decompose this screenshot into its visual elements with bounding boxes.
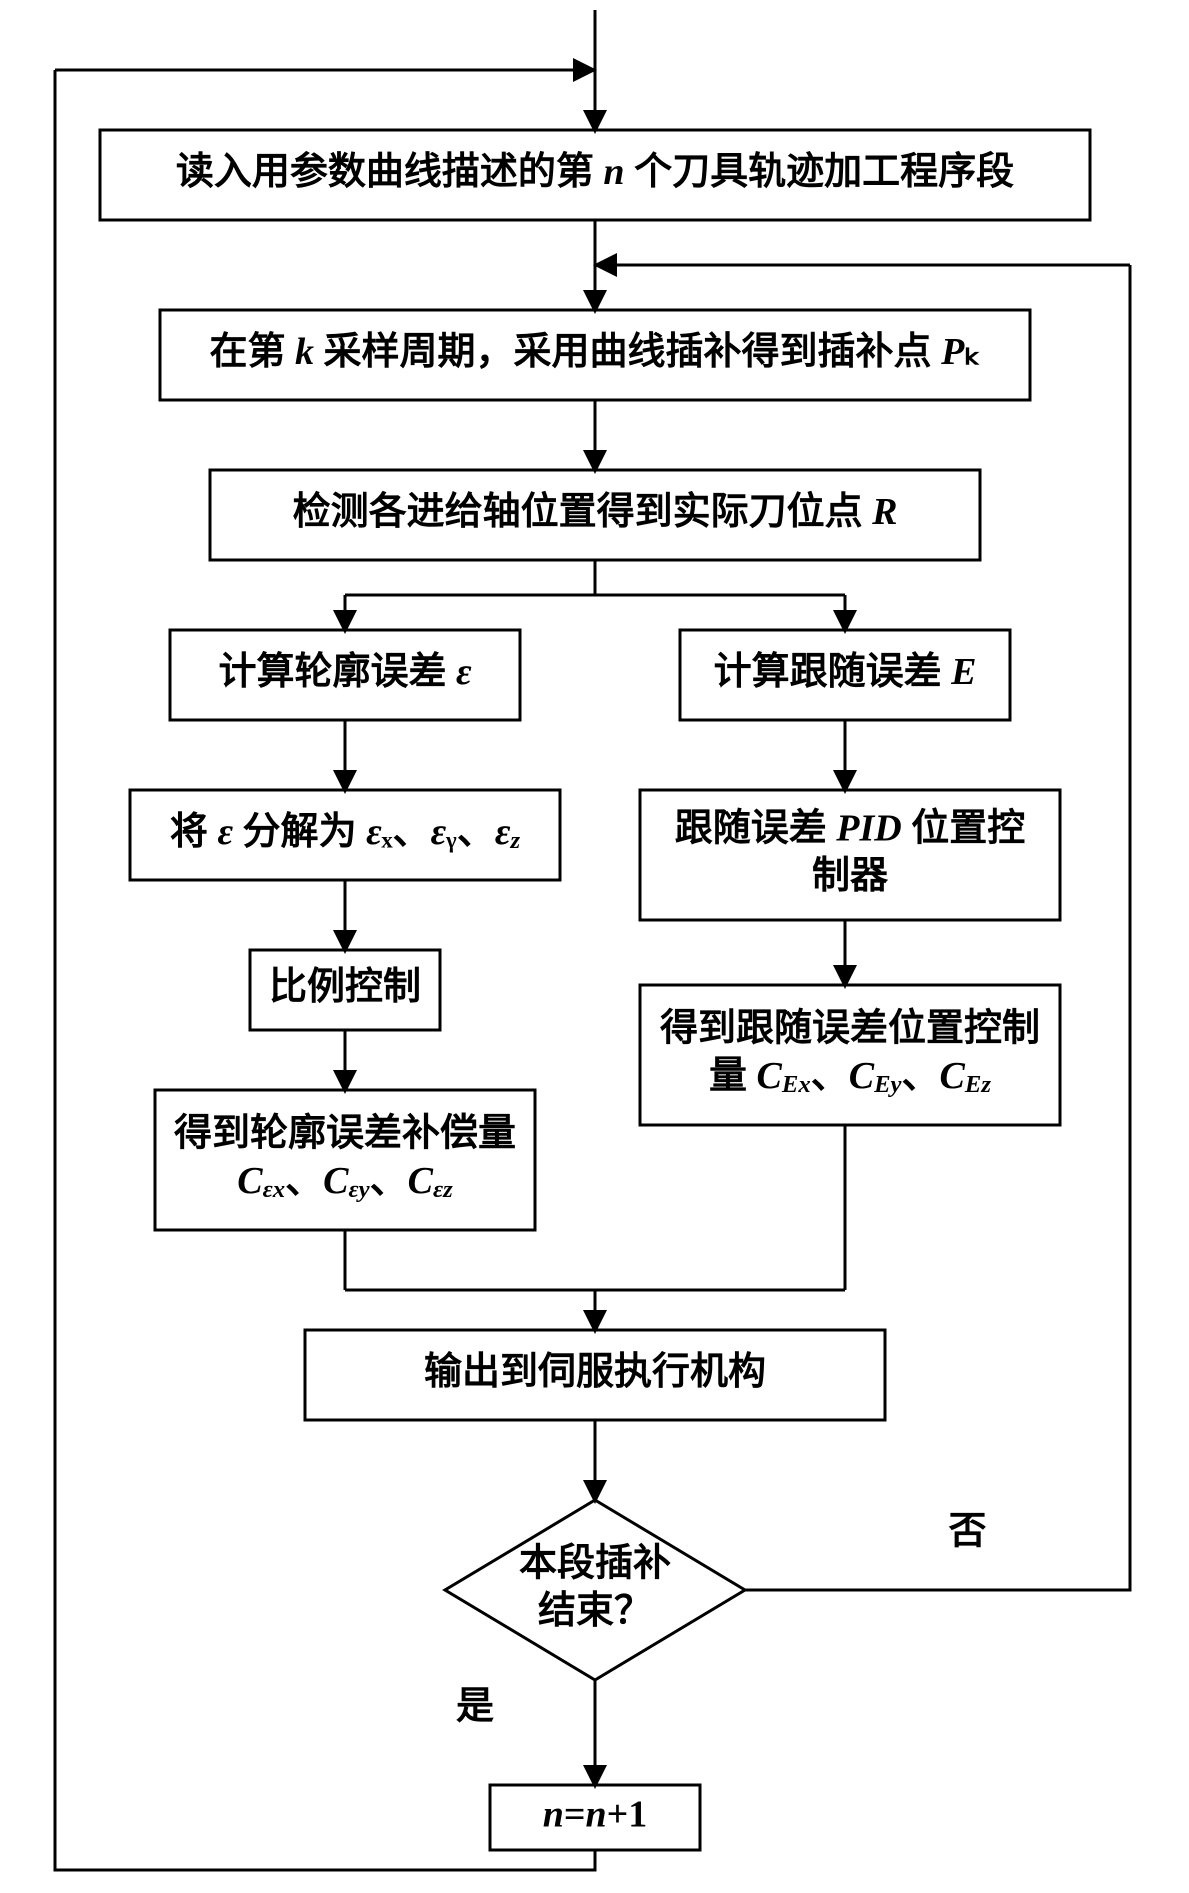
label-no: 否 [948, 1511, 986, 1553]
node-label: 量 CEx、CEy、CEz [709, 1054, 991, 1097]
node-label: 输出到伺服执行机构 [424, 1351, 766, 1393]
node-label: 制器 [812, 854, 889, 896]
node-label: 得到跟随误差位置控制 [660, 1007, 1040, 1049]
node-label: 结束？ [538, 1589, 652, 1631]
node-label: 在第 k 采样周期，采用曲线插补得到插补点 Pₖ [210, 331, 981, 373]
node-label: 将 ε 分解为 εₓ、εᵧ、εz [170, 811, 521, 854]
node-label: 得到轮廓误差补偿量 [174, 1112, 516, 1154]
node-label: 读入用参数曲线描述的第 n 个刀具轨迹加工程序段 [176, 151, 1014, 193]
node-label: 计算跟随误差 E [714, 651, 977, 693]
node-label: 跟随误差 PID 位置控 [675, 807, 1025, 849]
node-label: 检测各进给轴位置得到实际刀位点 R [293, 490, 898, 533]
node-label: 比例控制 [269, 966, 421, 1008]
label-yes: 是 [456, 1686, 494, 1728]
node-label: 本段插补 [519, 1542, 671, 1584]
node-label: n=n+1 [543, 1793, 648, 1835]
node-label: 计算轮廓误差 ε [218, 651, 472, 693]
